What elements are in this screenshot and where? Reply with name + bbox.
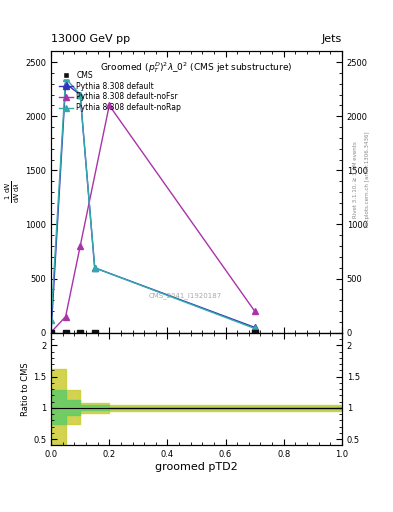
Text: Rivet 3.1.10, ≥ 3.4M events: Rivet 3.1.10, ≥ 3.4M events xyxy=(353,141,358,218)
Text: Jets: Jets xyxy=(321,33,342,44)
Text: mcplots.cern.ch [arXiv:1306.3436]: mcplots.cern.ch [arXiv:1306.3436] xyxy=(365,132,370,227)
Y-axis label: $\frac{1}{\mathrm{d}N}\frac{\mathrm{d}N}{\mathrm{d}\lambda}$: $\frac{1}{\mathrm{d}N}\frac{\mathrm{d}N}… xyxy=(4,181,22,203)
Legend: CMS, Pythia 8.308 default, Pythia 8.308 default-noFsr, Pythia 8.308 default-noRa: CMS, Pythia 8.308 default, Pythia 8.308 … xyxy=(58,69,183,114)
Text: Groomed $(p_T^D)^2\lambda\_0^2$ (CMS jet substructure): Groomed $(p_T^D)^2\lambda\_0^2$ (CMS jet… xyxy=(100,60,293,75)
X-axis label: groomed pTD2: groomed pTD2 xyxy=(155,462,238,472)
Text: 13000 GeV pp: 13000 GeV pp xyxy=(51,33,130,44)
Y-axis label: Ratio to CMS: Ratio to CMS xyxy=(21,362,30,416)
Text: CMS_2041_I1920187: CMS_2041_I1920187 xyxy=(148,292,222,299)
